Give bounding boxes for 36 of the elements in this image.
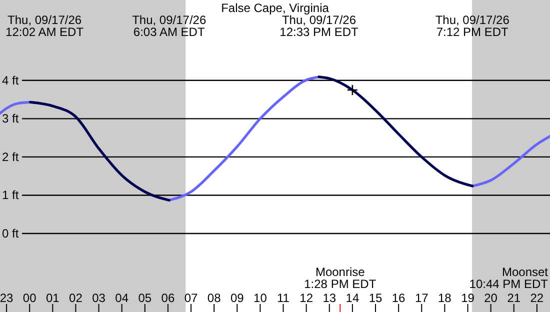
y-tick-label: 2 ft — [2, 150, 20, 164]
x-tick-label: 08 — [207, 291, 222, 305]
y-tick-label: 1 ft — [2, 188, 20, 202]
x-tick-label: 06 — [161, 291, 175, 305]
x-tick-label: 20 — [484, 291, 498, 305]
x-tick-label: 14 — [346, 291, 360, 305]
x-tick-label: 21 — [507, 291, 521, 305]
y-tick-label: 0 ft — [2, 226, 20, 241]
annotation: Thu, 09/17/26 7:12 PM EDT — [435, 13, 510, 39]
x-tick-label: 09 — [230, 291, 244, 305]
x-tick-label: 07 — [184, 291, 198, 305]
x-tick-label: 16 — [392, 291, 406, 305]
y-tick-label: 4 ft — [2, 73, 20, 88]
y-tick-label: 3 ft — [2, 112, 20, 126]
x-tick-label: 04 — [115, 291, 129, 305]
annotation: Moonset 10:44 PM EDT — [469, 265, 549, 291]
x-tick-label: 23 — [0, 291, 14, 305]
annotation: Thu, 09/17/26 12:33 PM EDT — [280, 13, 360, 39]
x-tick-label: 13 — [322, 291, 336, 305]
x-tick-label: 02 — [69, 291, 83, 305]
x-tick-label: 17 — [414, 291, 429, 305]
x-tick-label: 05 — [138, 291, 152, 305]
x-tick-label: 18 — [438, 291, 452, 305]
x-tick-label: 15 — [368, 291, 382, 305]
x-tick-label: 10 — [254, 291, 268, 305]
x-tick-label: 03 — [92, 291, 106, 305]
annotation: Thu, 09/17/26 12:02 AM EDT — [6, 13, 84, 39]
annotation: Thu, 09/17/26 6:03 AM EDT — [132, 13, 206, 39]
x-tick-label: 01 — [46, 291, 60, 305]
chart-title: False Cape, Virginia — [221, 1, 330, 15]
x-tick-label: 00 — [22, 291, 37, 305]
x-tick-label: 12 — [300, 291, 314, 305]
annotation: Moonrise 1:28 PM EDT — [304, 265, 377, 291]
x-tick-label: 22 — [530, 291, 544, 305]
x-tick-label: 11 — [277, 291, 290, 305]
x-tick-label: 19 — [461, 291, 475, 305]
